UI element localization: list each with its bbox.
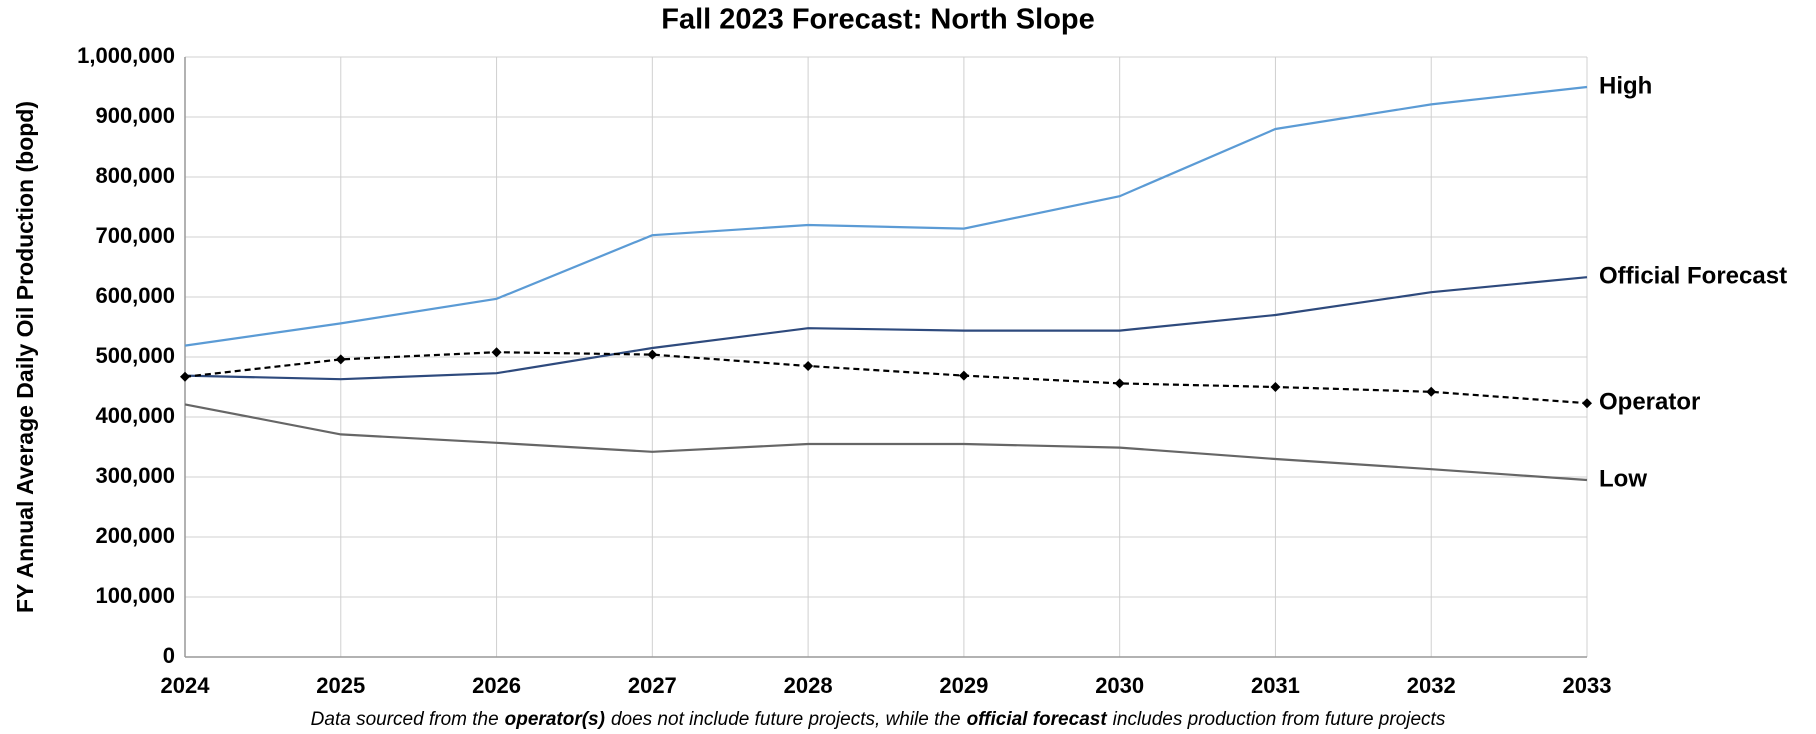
- y-tick-label: 800,000: [95, 163, 175, 188]
- y-tick-label: 700,000: [95, 223, 175, 248]
- y-axis-title: FY Annual Average Daily Oil Production (…: [12, 101, 38, 613]
- y-tick-label: 0: [163, 643, 175, 668]
- marker: [1426, 386, 1437, 397]
- series-line: [184, 351, 1588, 405]
- x-tick-label: 2026: [472, 673, 521, 698]
- x-tick-label: 2025: [316, 673, 365, 698]
- y-tick-label: 600,000: [95, 283, 175, 308]
- footnote: Data sourced from the operator(s) does not…: [311, 709, 1446, 730]
- series-label: Low: [1599, 465, 1647, 492]
- x-tick-label: 2031: [1251, 673, 1300, 698]
- series-label: Operator: [1599, 389, 1700, 416]
- y-tick-label: 500,000: [95, 343, 175, 368]
- footnote-part: includes production from future projects: [1113, 709, 1446, 730]
- marker: [1114, 378, 1125, 389]
- x-tick-label: 2029: [939, 673, 988, 698]
- y-tick-label: 100,000: [95, 583, 175, 608]
- series-line: [184, 276, 1588, 381]
- footnote-part: official forecast: [967, 709, 1108, 730]
- x-tick-label: 2032: [1407, 673, 1456, 698]
- x-tick-label: 2033: [1563, 673, 1612, 698]
- x-tick-label: 2030: [1095, 673, 1144, 698]
- x-tick-label: 2027: [628, 673, 677, 698]
- series-label: Official Forecast: [1599, 263, 1787, 290]
- series-line: [184, 403, 1588, 482]
- marker: [647, 349, 658, 360]
- y-tick-label: 200,000: [95, 523, 175, 548]
- chart-title: Fall 2023 Forecast: North Slope: [661, 4, 1095, 36]
- marker: [803, 361, 814, 371]
- marker: [1270, 382, 1281, 392]
- x-tick-label: 2024: [161, 673, 211, 698]
- marker: [491, 347, 502, 358]
- marker: [335, 354, 346, 365]
- footnote-part: does not include future projects, while …: [611, 709, 961, 730]
- x-tick-label: 2028: [784, 673, 833, 698]
- y-tick-label: 400,000: [95, 403, 175, 428]
- y-tick-label: 1,000,000: [77, 43, 175, 68]
- marker: [180, 371, 190, 382]
- y-tick-label: 900,000: [95, 103, 175, 128]
- series-label: High: [1599, 72, 1652, 99]
- marker: [1582, 398, 1592, 409]
- marker: [958, 370, 969, 381]
- series-line: [184, 85, 1588, 347]
- y-tick-label: 300,000: [95, 463, 175, 488]
- footnote-part: operator(s): [505, 709, 605, 730]
- footnote-part: Data sourced from the: [311, 709, 499, 730]
